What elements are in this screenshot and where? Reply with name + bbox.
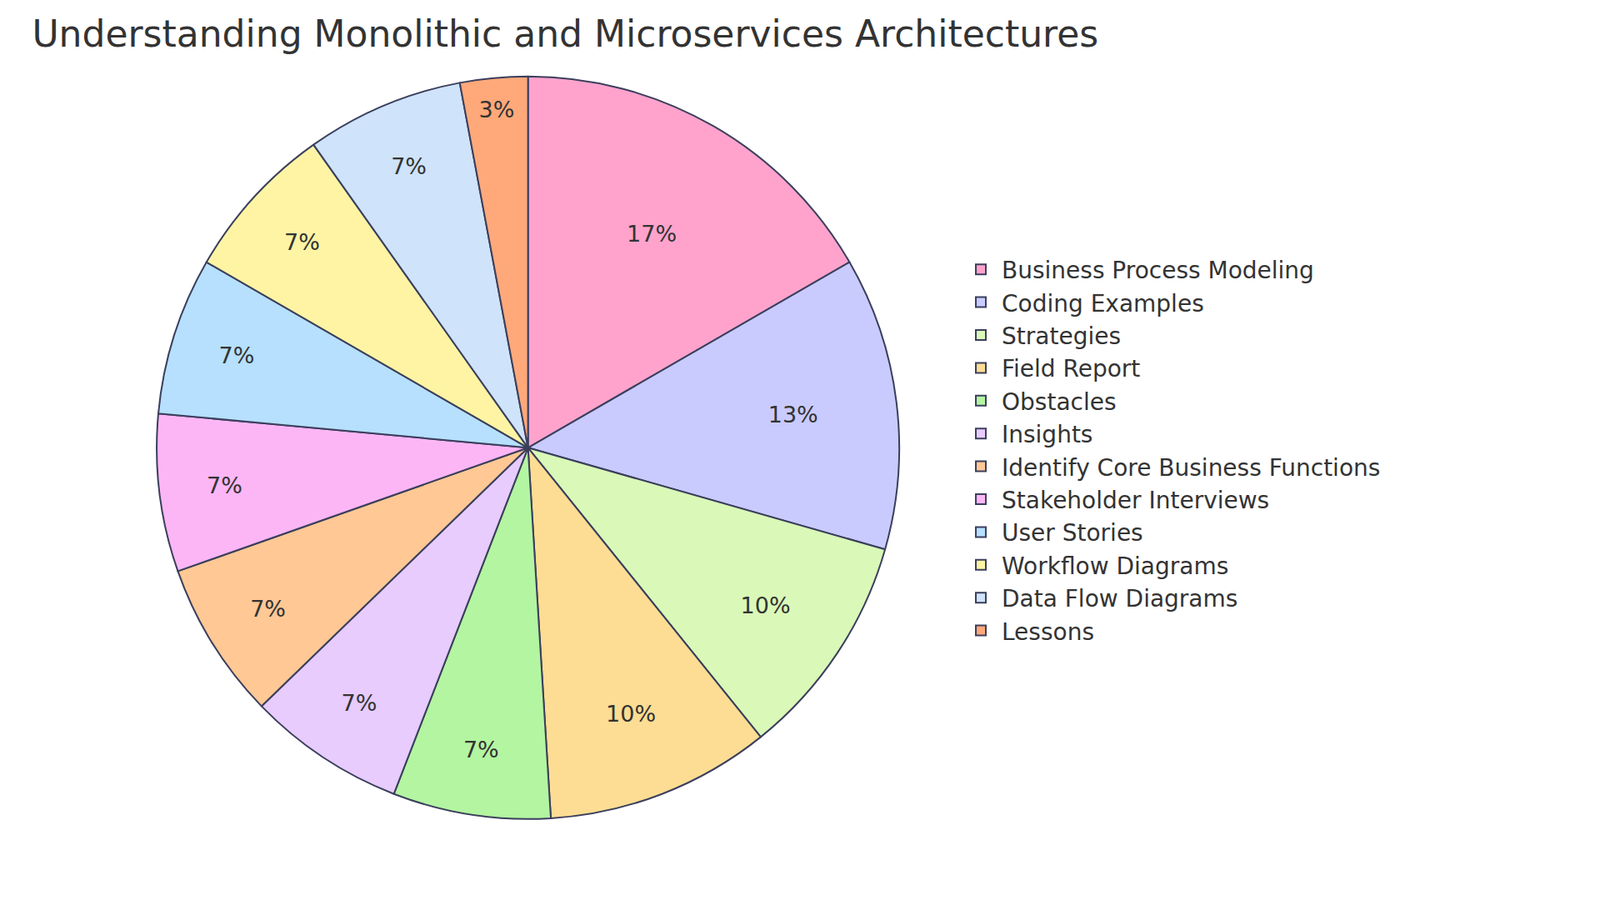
svg-text:Strategies: Strategies: [1001, 322, 1121, 350]
svg-text:Lessons: Lessons: [1001, 618, 1095, 646]
svg-text:7%: 7%: [284, 229, 320, 255]
svg-text:13%: 13%: [768, 401, 819, 428]
svg-text:Identify Core Business Functio: Identify Core Business Functions: [1001, 454, 1380, 482]
svg-text:Insights: Insights: [1001, 420, 1093, 449]
svg-text:Business Process Modeling: Business Process Modeling: [1001, 256, 1315, 285]
svg-text:Obstacles: Obstacles: [1001, 388, 1117, 416]
svg-text:10%: 10%: [605, 700, 656, 727]
svg-text:Field Report: Field Report: [1001, 355, 1140, 383]
svg-text:7%: 7%: [206, 472, 243, 499]
svg-text:Understanding Monolithic and M: Understanding Monolithic and Microservic…: [31, 12, 1099, 55]
svg-text:7%: 7%: [218, 342, 255, 369]
svg-text:7%: 7%: [463, 736, 500, 763]
svg-text:7%: 7%: [250, 595, 286, 622]
svg-text:17%: 17%: [626, 220, 677, 247]
svg-text:Stakeholder Interviews: Stakeholder Interviews: [1001, 486, 1270, 515]
svg-text:Data Flow Diagrams: Data Flow Diagrams: [1001, 585, 1238, 613]
svg-text:7%: 7%: [390, 153, 427, 180]
svg-text:3%: 3%: [479, 96, 515, 123]
svg-text:7%: 7%: [340, 690, 377, 716]
svg-text:Coding Examples: Coding Examples: [1001, 290, 1205, 318]
svg-text:User Stories: User Stories: [1001, 519, 1144, 547]
svg-text:10%: 10%: [740, 592, 791, 619]
svg-text:Workflow Diagrams: Workflow Diagrams: [1001, 552, 1229, 580]
